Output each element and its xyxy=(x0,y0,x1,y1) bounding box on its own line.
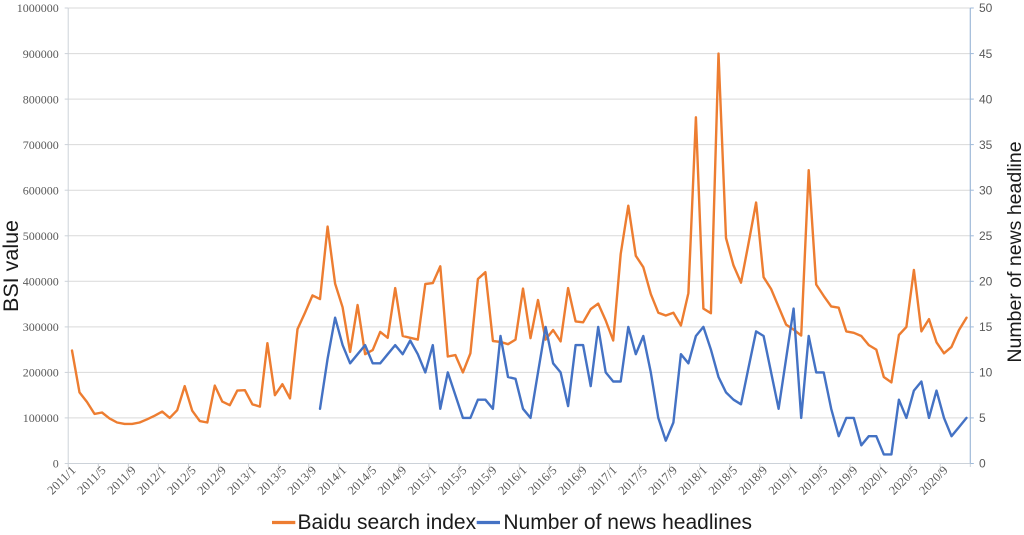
svg-text:20: 20 xyxy=(979,275,993,289)
svg-text:Number of news headline: Number of news headline xyxy=(1004,141,1024,362)
svg-text:15: 15 xyxy=(979,320,993,334)
svg-text:0: 0 xyxy=(979,457,986,471)
svg-text:Number of news headlines: Number of news headlines xyxy=(503,511,752,534)
svg-text:1000000: 1000000 xyxy=(17,1,59,15)
svg-text:800000: 800000 xyxy=(23,92,59,106)
svg-text:50: 50 xyxy=(979,1,993,15)
svg-text:30: 30 xyxy=(979,183,993,197)
svg-text:40: 40 xyxy=(979,92,993,106)
svg-text:35: 35 xyxy=(979,138,993,152)
svg-text:45: 45 xyxy=(979,47,993,61)
svg-text:5: 5 xyxy=(979,411,986,425)
svg-text:700000: 700000 xyxy=(23,138,59,152)
svg-text:100000: 100000 xyxy=(23,411,59,425)
svg-text:10: 10 xyxy=(979,366,993,380)
svg-text:Baidu search index: Baidu search index xyxy=(298,511,477,534)
svg-text:25: 25 xyxy=(979,229,993,243)
svg-text:200000: 200000 xyxy=(23,366,59,380)
svg-text:BSI value: BSI value xyxy=(0,220,23,312)
svg-text:300000: 300000 xyxy=(23,320,59,334)
svg-text:400000: 400000 xyxy=(23,275,59,289)
svg-text:900000: 900000 xyxy=(23,47,59,61)
svg-text:500000: 500000 xyxy=(23,229,59,243)
svg-text:0: 0 xyxy=(53,457,59,471)
svg-text:600000: 600000 xyxy=(23,183,59,197)
